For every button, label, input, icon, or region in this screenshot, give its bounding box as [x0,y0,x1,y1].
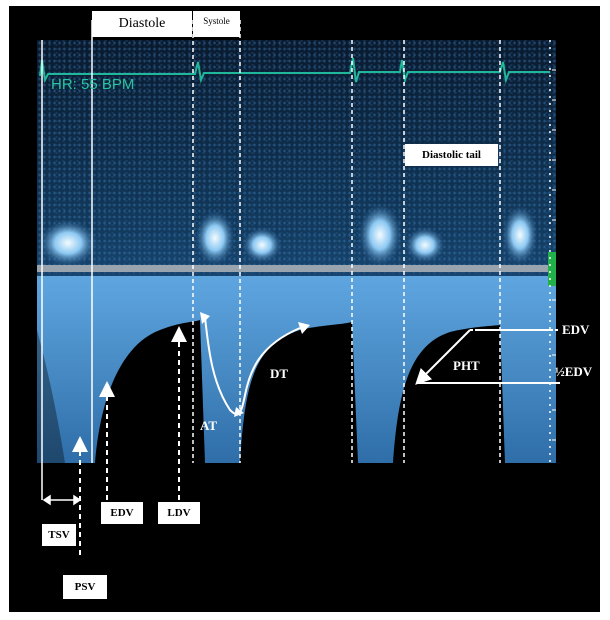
psv-label: PSV [63,575,107,599]
upper-signal [38,203,538,267]
label-arrows [72,326,187,555]
timing-lines [41,20,551,500]
ecg-trace [39,57,550,84]
systole-label: Systole [193,11,240,37]
edv-right-label: EDV [562,322,590,337]
pht-lines [415,329,560,385]
pht-label: PHT [453,358,480,373]
ldv-label: LDV [158,502,200,524]
tsv-label: TSV [42,524,76,546]
flow-envelope [37,320,505,463]
tsv-span [42,494,82,506]
heart-rate-readout: HR: 55 BPM [51,76,135,93]
diastole-label: Diastole [92,11,192,37]
baseline-marker [548,252,556,286]
at-label: AT [200,418,218,433]
scale-ticks [552,69,556,441]
dt-label: DT [270,366,289,381]
edv-bottom-label: EDV [101,502,143,524]
diastolic-tail-label: Diastolic tail [405,144,498,166]
baseline [37,265,556,272]
half-edv-label: ½EDV [555,364,593,379]
